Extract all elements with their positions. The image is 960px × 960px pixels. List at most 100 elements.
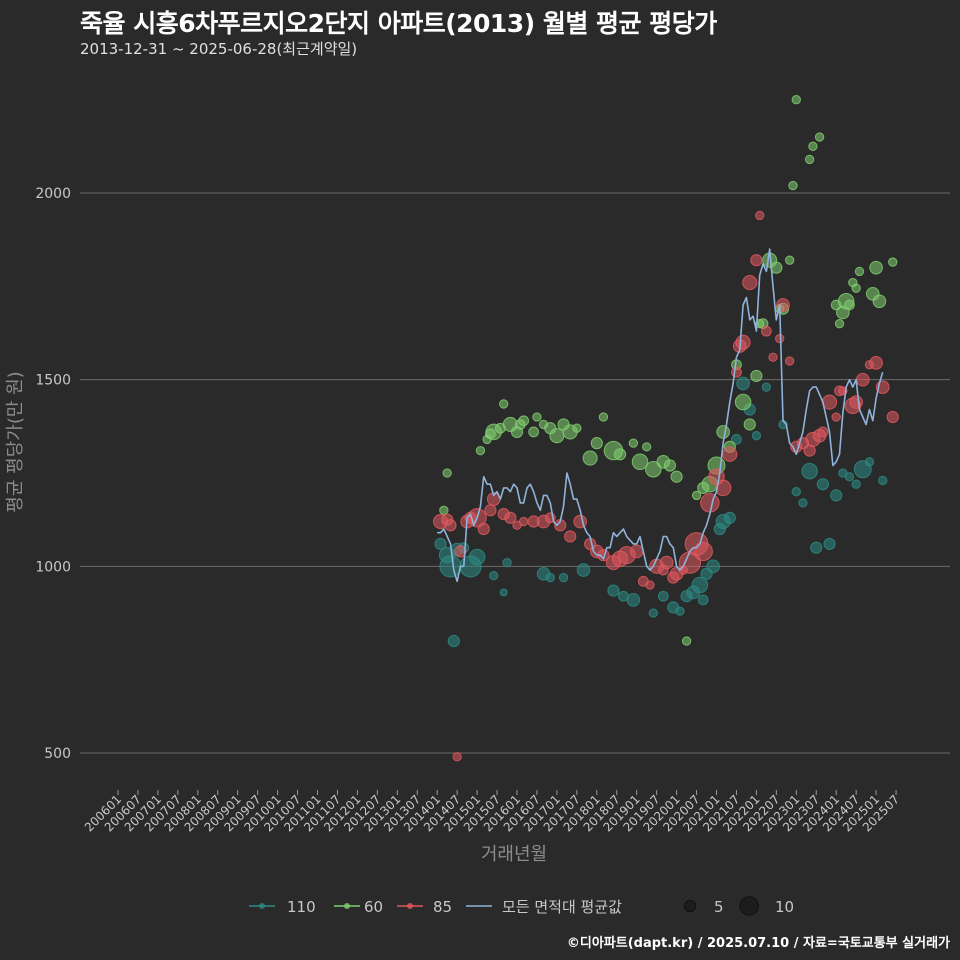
data-point-85 xyxy=(714,479,732,497)
data-point-85 xyxy=(750,254,763,267)
data-point-110 xyxy=(648,608,658,618)
legend-key-dot xyxy=(259,903,265,909)
data-point-110 xyxy=(439,555,462,578)
data-point-60 xyxy=(628,438,639,448)
data-point-60 xyxy=(872,294,887,309)
data-point-85 xyxy=(886,410,899,424)
data-point-85 xyxy=(700,493,720,513)
data-point-60 xyxy=(645,461,662,478)
data-point-85 xyxy=(742,275,758,291)
data-point-60 xyxy=(475,445,486,456)
legend-key-dot xyxy=(407,903,413,909)
data-point-110 xyxy=(657,590,669,602)
footer-credit: ©디아파트(dapt.kr) / 2025.07.10 / 자료=국토교통부 실… xyxy=(566,936,950,951)
data-point-60 xyxy=(439,505,449,515)
legend-size-label: 10 xyxy=(775,898,794,916)
legend-size-dot xyxy=(739,896,759,916)
y-tick-label: 1500 xyxy=(35,373,71,389)
data-point-60 xyxy=(851,283,861,293)
data-point-110 xyxy=(736,376,750,391)
data-point-110 xyxy=(751,431,762,441)
y-axis-title: 평균 평당가(만 원) xyxy=(5,371,26,512)
data-point-110 xyxy=(576,563,591,577)
legend-label: 85 xyxy=(433,898,452,916)
data-point-110 xyxy=(864,457,875,467)
data-point-60 xyxy=(788,180,798,191)
data-point-60 xyxy=(734,393,752,411)
data-point-110 xyxy=(626,593,641,607)
data-point-60 xyxy=(854,266,865,277)
average-line-layer xyxy=(437,248,884,583)
data-point-60 xyxy=(499,399,509,409)
data-point-85 xyxy=(855,372,870,387)
data-point-85 xyxy=(477,522,490,536)
data-point-60 xyxy=(613,448,627,461)
y-tick-labels: 500 1000 1500 2000 xyxy=(35,186,71,762)
data-point-85 xyxy=(504,511,517,524)
data-point-110 xyxy=(816,478,830,491)
data-point-60 xyxy=(572,423,582,433)
data-point-60 xyxy=(549,428,565,444)
x-tick-labels: 2006012006072007012007072008012008072009… xyxy=(82,790,902,835)
data-point-85 xyxy=(518,516,529,527)
data-point-60 xyxy=(750,369,763,383)
data-point-110 xyxy=(607,584,620,597)
x-axis-title: 거래년월 xyxy=(481,844,547,865)
data-point-110 xyxy=(731,434,742,445)
data-point-110 xyxy=(810,541,823,554)
data-point-110 xyxy=(499,588,508,597)
data-point-60 xyxy=(743,418,756,431)
legend-label: 모든 면적대 평균값 xyxy=(502,898,622,916)
data-point-60 xyxy=(590,437,603,450)
data-point-85 xyxy=(731,366,742,378)
data-point-85 xyxy=(659,555,674,570)
y-tick-label: 1000 xyxy=(35,559,71,575)
data-point-60 xyxy=(663,459,677,472)
data-point-85 xyxy=(755,210,765,221)
data-point-60 xyxy=(814,132,825,142)
data-point-85 xyxy=(775,333,785,344)
data-point-85 xyxy=(629,544,644,559)
legend-label: 110 xyxy=(287,898,316,916)
data-point-85 xyxy=(760,325,772,337)
data-point-85 xyxy=(564,530,577,543)
chart-subtitle: 2013-12-31 ~ 2025-06-28(최근계약일) xyxy=(80,40,358,58)
data-point-60 xyxy=(518,415,530,427)
data-point-85 xyxy=(484,504,497,517)
data-point-85 xyxy=(831,412,841,422)
data-point-110 xyxy=(844,472,855,482)
data-point-110 xyxy=(723,511,736,524)
data-point-110 xyxy=(502,557,512,568)
data-point-110 xyxy=(798,498,808,508)
data-point-85 xyxy=(645,580,655,590)
data-point-60 xyxy=(681,636,692,646)
data-point-85 xyxy=(454,545,467,558)
data-point-60 xyxy=(631,453,649,471)
data-point-85 xyxy=(693,541,713,562)
data-point-110 xyxy=(706,559,720,574)
data-point-110 xyxy=(830,489,843,502)
data-points xyxy=(432,95,899,762)
data-point-60 xyxy=(716,425,730,439)
data-point-60 xyxy=(642,442,652,452)
data-point-110 xyxy=(761,382,772,392)
data-point-60 xyxy=(442,468,452,478)
data-point-110 xyxy=(697,594,709,606)
grid-lines xyxy=(80,192,950,754)
data-point-85 xyxy=(735,334,751,350)
data-point-85 xyxy=(869,356,883,370)
y-tick-label: 2000 xyxy=(35,186,71,202)
data-point-60 xyxy=(844,299,855,311)
data-point-110 xyxy=(791,487,801,497)
data-point-60 xyxy=(598,412,609,422)
data-point-60 xyxy=(691,490,702,501)
average-line xyxy=(437,248,884,583)
legend-key-dot xyxy=(344,903,350,909)
data-point-60 xyxy=(834,319,845,329)
legend-label: 60 xyxy=(364,898,383,916)
data-point-110 xyxy=(468,548,486,566)
legend-size-dot xyxy=(683,899,697,913)
data-point-60 xyxy=(888,257,898,267)
data-point-60 xyxy=(784,255,795,265)
